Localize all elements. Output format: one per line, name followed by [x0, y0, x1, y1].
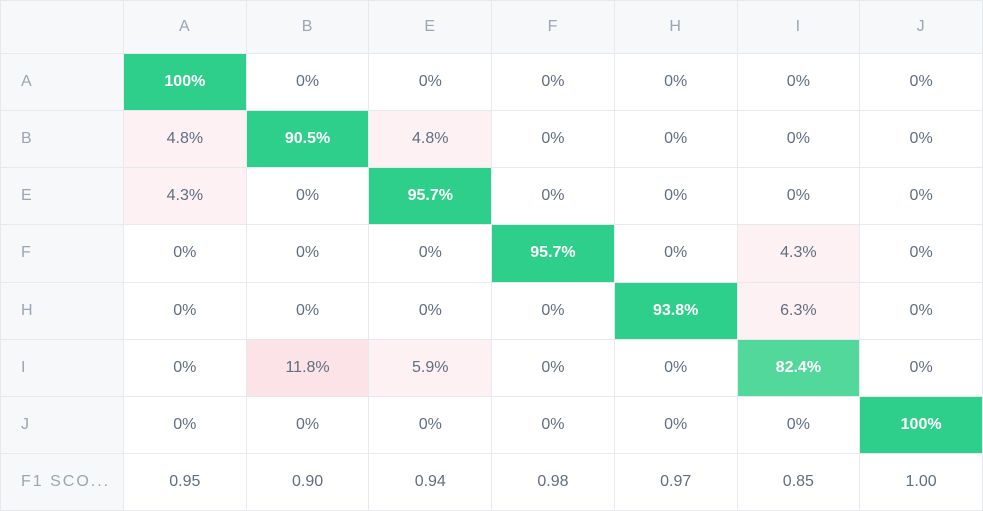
matrix-cell: 0%	[859, 281, 983, 340]
matrix-cell: 11.8%	[245, 338, 370, 397]
matrix-cell: 0%	[491, 52, 615, 112]
matrix-cell: 0%	[613, 167, 738, 226]
matrix-cell: 0%	[491, 167, 615, 226]
matrix-cell: 0%	[245, 395, 370, 454]
matrix-cell: 4.3%	[736, 224, 861, 283]
matrix-cell: 6.3%	[736, 281, 861, 340]
matrix-cell-diagonal: 100%	[123, 52, 247, 112]
matrix-cell: 0%	[859, 224, 983, 283]
matrix-cell-diagonal: 93.8%	[613, 281, 738, 340]
matrix-cell: 0%	[368, 224, 493, 283]
f1-score-cell: 0.95	[123, 452, 247, 511]
matrix-cell-diagonal: 100%	[859, 395, 983, 454]
matrix-cell: 0%	[613, 52, 738, 112]
f1-score-cell: 0.98	[491, 452, 615, 511]
corner-cell	[0, 0, 124, 54]
row-header: H	[0, 281, 124, 340]
column-header: E	[368, 0, 493, 54]
matrix-row: H 0% 0% 0% 0% 93.8% 6.3% 0%	[0, 281, 983, 340]
f1-score-cell: 1.00	[859, 452, 983, 511]
matrix-cell-diagonal: 82.4%	[736, 338, 861, 397]
matrix-body: A 100% 0% 0% 0% 0% 0% 0% B 4.8% 90.5% 4.8% 0% 0% 0% 0% E…	[0, 52, 983, 511]
matrix-row: B 4.8% 90.5% 4.8% 0% 0% 0% 0%	[0, 110, 983, 169]
f1-score-cell: 0.90	[245, 452, 370, 511]
column-header: I	[736, 0, 861, 54]
matrix-cell: 0%	[245, 167, 370, 226]
matrix-cell: 0%	[613, 110, 738, 169]
matrix-cell: 0%	[736, 110, 861, 169]
matrix-cell: 0%	[123, 338, 247, 397]
f1-score-cell: 0.94	[368, 452, 493, 511]
row-header: E	[0, 167, 124, 226]
row-header: F	[0, 224, 124, 283]
matrix-cell-diagonal: 90.5%	[245, 110, 370, 169]
column-header: A	[123, 0, 247, 54]
f1-score-cell: 0.97	[613, 452, 738, 511]
matrix-cell: 0%	[245, 52, 370, 112]
matrix-cell: 0%	[613, 224, 738, 283]
matrix-cell: 0%	[491, 338, 615, 397]
f1-score-cell: 0.85	[736, 452, 861, 511]
f1-score-label: F1 SCO...	[0, 452, 124, 511]
row-header: I	[0, 338, 124, 397]
matrix-row: J 0% 0% 0% 0% 0% 0% 100%	[0, 395, 983, 454]
matrix-cell-diagonal: 95.7%	[491, 224, 615, 283]
matrix-cell: 0%	[613, 338, 738, 397]
matrix-row: A 100% 0% 0% 0% 0% 0% 0%	[0, 52, 983, 112]
matrix-cell: 0%	[859, 167, 983, 226]
matrix-row: F 0% 0% 0% 95.7% 0% 4.3% 0%	[0, 224, 983, 283]
matrix-cell: 0%	[491, 281, 615, 340]
matrix-cell: 0%	[613, 395, 738, 454]
f1-score-row: F1 SCO... 0.95 0.90 0.94 0.98 0.97 0.85 1.00	[0, 452, 983, 511]
matrix-cell: 0%	[368, 281, 493, 340]
row-header: J	[0, 395, 124, 454]
matrix-cell: 0%	[491, 110, 615, 169]
column-header: J	[859, 0, 983, 54]
matrix-cell: 0%	[368, 52, 493, 112]
column-header: F	[491, 0, 615, 54]
column-header: B	[245, 0, 370, 54]
matrix-cell: 0%	[123, 281, 247, 340]
row-header: A	[0, 52, 124, 112]
matrix-cell: 5.9%	[368, 338, 493, 397]
matrix-cell: 0%	[859, 110, 983, 169]
matrix-cell: 0%	[736, 52, 861, 112]
column-header: H	[613, 0, 738, 54]
matrix-cell: 0%	[736, 395, 861, 454]
matrix-cell-diagonal: 95.7%	[368, 167, 493, 226]
matrix-cell: 0%	[859, 338, 983, 397]
matrix-cell: 4.8%	[123, 110, 247, 169]
matrix-cell: 0%	[123, 395, 247, 454]
row-header: B	[0, 110, 124, 169]
matrix-cell: 0%	[245, 281, 370, 340]
matrix-cell: 0%	[859, 52, 983, 112]
matrix-cell: 0%	[123, 224, 247, 283]
matrix-cell: 0%	[245, 224, 370, 283]
matrix-cell: 4.8%	[368, 110, 493, 169]
matrix-cell: 0%	[491, 395, 615, 454]
matrix-cell: 0%	[736, 167, 861, 226]
matrix-cell: 0%	[368, 395, 493, 454]
matrix-row: I 0% 11.8% 5.9% 0% 0% 82.4% 0%	[0, 338, 983, 397]
matrix-cell: 4.3%	[123, 167, 247, 226]
matrix-row: E 4.3% 0% 95.7% 0% 0% 0% 0%	[0, 167, 983, 226]
